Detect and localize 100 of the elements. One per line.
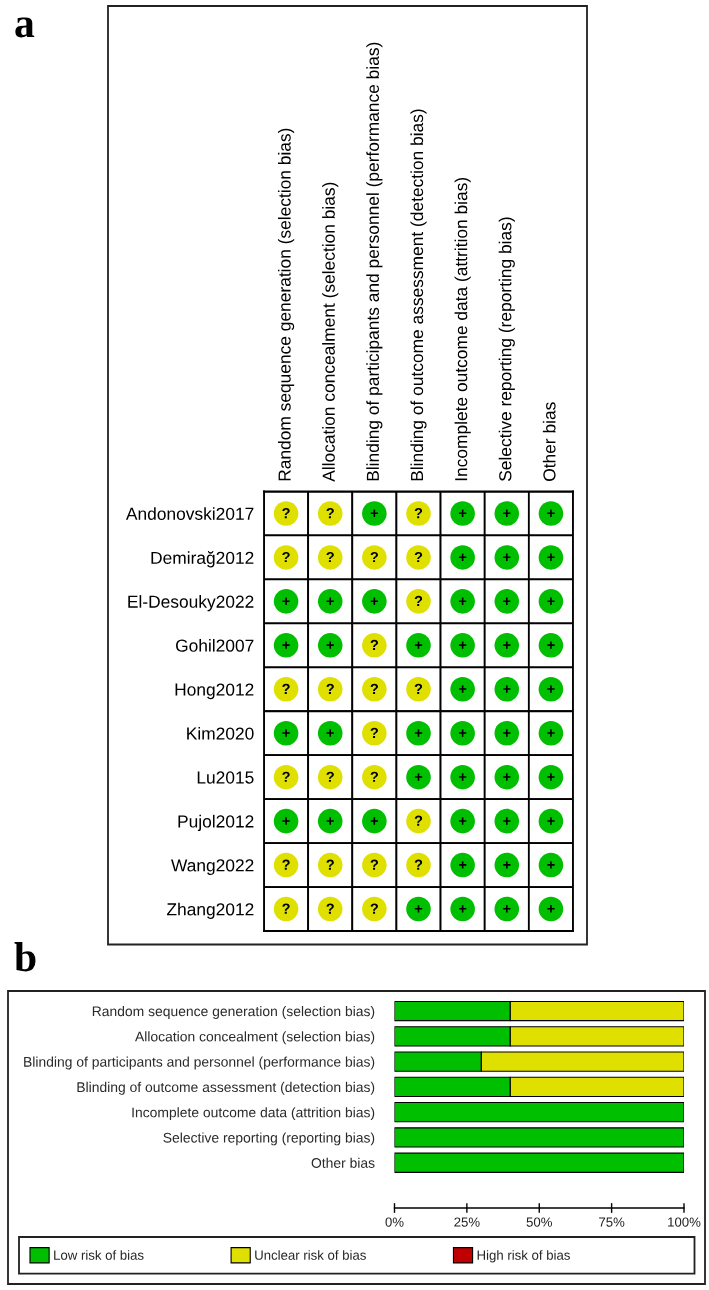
y-tick-label: Blinding of outcome assessment (detection bias)	[77, 1081, 375, 1095]
x-tick-label: 25%	[454, 1217, 480, 1227]
y-tick-label: El-Desouky2022	[128, 595, 254, 612]
text: ?	[282, 683, 290, 694]
text: +	[547, 817, 555, 825]
text: +	[547, 773, 555, 781]
text: ?	[282, 551, 290, 563]
text: ?	[282, 903, 290, 914]
text: +	[503, 729, 511, 737]
text: +	[503, 597, 511, 605]
text: ?	[282, 771, 290, 782]
bar	[394, 1127, 684, 1148]
y-tick-label: Selective reporting (reporting bias)	[163, 1132, 375, 1146]
y-tick-label: Demirağ2012	[151, 551, 254, 568]
text: +	[547, 729, 555, 737]
text: +	[503, 685, 511, 693]
text: +	[503, 641, 511, 649]
y-tick-label: Blinding of participants and personnel (performance bias)	[24, 1056, 375, 1070]
text: +	[547, 509, 555, 517]
legend-label: High risk of bias	[477, 1250, 570, 1263]
x-tick-label: 75%	[599, 1217, 625, 1227]
x-tick-label: 100%	[668, 1217, 701, 1227]
text: +	[547, 861, 555, 869]
text: +	[459, 597, 467, 605]
text: +	[459, 553, 467, 561]
text: +	[459, 685, 467, 693]
text: +	[503, 509, 511, 517]
text: ?	[326, 551, 334, 563]
text: ?	[414, 683, 423, 694]
text: +	[459, 509, 467, 517]
text: +	[370, 597, 379, 605]
text: ?	[326, 903, 334, 914]
text: +	[414, 641, 423, 649]
chart-title: a	[15, 17, 35, 38]
text: +	[282, 729, 290, 737]
text: +	[414, 905, 423, 913]
text: ?	[370, 903, 378, 914]
text: ?	[282, 859, 290, 870]
text: +	[547, 685, 555, 693]
x-tick-label: Other bias	[542, 402, 556, 481]
y-tick-label: Lu2015	[197, 771, 254, 784]
text: +	[326, 729, 334, 737]
bar	[394, 1102, 684, 1123]
text: +	[547, 553, 555, 561]
text: +	[459, 773, 467, 781]
text: +	[503, 817, 511, 825]
text: ?	[414, 595, 423, 607]
text: +	[547, 905, 555, 913]
text: +	[459, 641, 467, 649]
text: ?	[414, 551, 423, 563]
x-tick-label: 50%	[526, 1217, 552, 1227]
text: +	[326, 817, 334, 825]
text: ?	[370, 859, 378, 870]
text: +	[370, 509, 379, 517]
text: ?	[370, 639, 378, 650]
text: +	[547, 597, 555, 605]
text: ?	[414, 815, 423, 826]
text: ?	[370, 683, 378, 694]
legend-label: Low risk of bias	[54, 1250, 144, 1260]
y-tick-label: Allocation concealment (selection bias)	[135, 1031, 375, 1045]
y-tick-label: Other bias	[311, 1157, 375, 1168]
text: +	[370, 817, 379, 825]
text: ?	[414, 507, 423, 519]
text: +	[503, 861, 511, 869]
text: +	[503, 773, 511, 781]
text: ?	[370, 551, 378, 563]
y-tick-label: Pujol2012	[178, 814, 254, 832]
text: ?	[370, 727, 378, 738]
text: +	[459, 817, 467, 825]
y-tick-label: Andonovski2017	[125, 507, 254, 520]
text: +	[326, 641, 334, 649]
y-tick-label: Hong2012	[175, 683, 254, 700]
text: +	[547, 641, 555, 649]
text: ?	[414, 859, 423, 870]
bar	[394, 1152, 684, 1173]
x-tick-label: 0%	[385, 1217, 404, 1227]
text: +	[459, 905, 467, 913]
text: ?	[370, 771, 378, 782]
text: ?	[326, 507, 334, 519]
text: +	[282, 817, 290, 825]
text: +	[459, 861, 467, 869]
y-tick-label: Random sequence generation (selection bias)	[92, 1006, 375, 1019]
legend-label: Unclear risk of bias	[255, 1250, 366, 1260]
text: +	[414, 773, 423, 781]
text: ?	[282, 507, 290, 519]
text: ?	[326, 683, 334, 694]
text: b	[14, 942, 36, 972]
text: ?	[326, 859, 334, 870]
text: +	[459, 729, 467, 737]
y-tick-label: Wang2022	[171, 859, 254, 875]
y-tick-label: Gohil2007	[176, 639, 254, 652]
text: ?	[326, 771, 334, 782]
text: +	[414, 729, 423, 737]
y-tick-label: Kim2020	[187, 726, 254, 740]
text: +	[326, 597, 334, 605]
y-tick-label: Zhang2012	[166, 902, 254, 919]
text: +	[503, 553, 511, 561]
y-tick-label: Incomplete outcome data (attrition bias)	[132, 1107, 375, 1121]
text: +	[282, 597, 290, 605]
text: +	[503, 905, 511, 913]
